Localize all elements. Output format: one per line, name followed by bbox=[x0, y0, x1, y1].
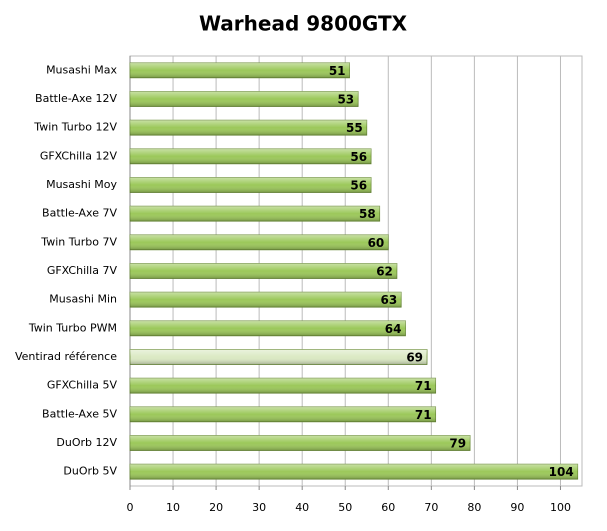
value-label: 56 bbox=[350, 150, 367, 164]
bar-shade bbox=[130, 464, 578, 480]
bar-shade bbox=[130, 62, 350, 78]
y-tick-label: GFXChilla 12V bbox=[40, 149, 118, 162]
y-tick-label: Twin Turbo PWM bbox=[28, 321, 117, 334]
y-tick-label: Ventirad référence bbox=[15, 350, 117, 363]
bar-shade bbox=[130, 263, 397, 279]
y-tick-label: DuOrb 5V bbox=[63, 465, 117, 478]
y-tick-label: Battle-Axe 12V bbox=[35, 92, 117, 105]
y-tick-label: Twin Turbo 12V bbox=[33, 121, 117, 134]
y-tick-label: GFXChilla 7V bbox=[47, 264, 118, 277]
value-label: 63 bbox=[380, 293, 397, 307]
y-tick-label: DuOrb 12V bbox=[56, 436, 117, 449]
bar-shade bbox=[130, 320, 406, 336]
value-label: 62 bbox=[376, 265, 393, 279]
y-tick-label: Musashi Moy bbox=[46, 178, 117, 191]
bar-shade bbox=[130, 91, 359, 107]
value-label: 79 bbox=[449, 437, 466, 451]
x-tick-label: 40 bbox=[295, 501, 309, 514]
x-tick-label: 30 bbox=[252, 501, 266, 514]
y-tick-label: Battle-Axe 5V bbox=[42, 407, 117, 420]
x-tick-label: 80 bbox=[467, 501, 481, 514]
value-label: 53 bbox=[337, 93, 354, 107]
x-tick-label: 90 bbox=[510, 501, 524, 514]
y-tick-label: Musashi Min bbox=[49, 293, 117, 306]
value-label: 58 bbox=[359, 207, 376, 221]
x-tick-label: 20 bbox=[209, 501, 223, 514]
y-tick-label: GFXChilla 5V bbox=[47, 379, 118, 392]
x-tick-label: 50 bbox=[338, 501, 352, 514]
x-tick-label: 70 bbox=[424, 501, 438, 514]
bar-shade bbox=[130, 234, 389, 250]
x-tick-label: 10 bbox=[166, 501, 180, 514]
bar-shade bbox=[130, 406, 436, 422]
value-label: 55 bbox=[346, 121, 363, 135]
x-tick-label: 100 bbox=[550, 501, 571, 514]
y-tick-label: Battle-Axe 7V bbox=[42, 207, 117, 220]
bar-shade bbox=[130, 349, 428, 365]
bar-shade bbox=[130, 378, 436, 394]
y-tick-label: Twin Turbo 7V bbox=[40, 235, 117, 248]
bar-shade bbox=[130, 435, 471, 451]
value-label: 69 bbox=[406, 351, 423, 365]
chart-title: Warhead 9800GTX bbox=[199, 12, 408, 36]
value-label: 71 bbox=[415, 408, 432, 422]
value-label: 56 bbox=[350, 179, 367, 193]
y-tick-label: Musashi Max bbox=[46, 63, 117, 76]
bar-shade bbox=[130, 148, 372, 164]
value-label: 71 bbox=[415, 379, 432, 393]
value-label: 64 bbox=[385, 322, 402, 336]
value-label: 104 bbox=[549, 465, 574, 479]
value-label: 60 bbox=[368, 236, 385, 250]
bar-shade bbox=[130, 206, 380, 222]
bar-shade bbox=[130, 120, 367, 136]
bar-shade bbox=[130, 177, 372, 193]
x-tick-label: 0 bbox=[127, 501, 134, 514]
bar-shade bbox=[130, 292, 402, 308]
value-label: 51 bbox=[329, 64, 346, 78]
x-tick-label: 60 bbox=[381, 501, 395, 514]
